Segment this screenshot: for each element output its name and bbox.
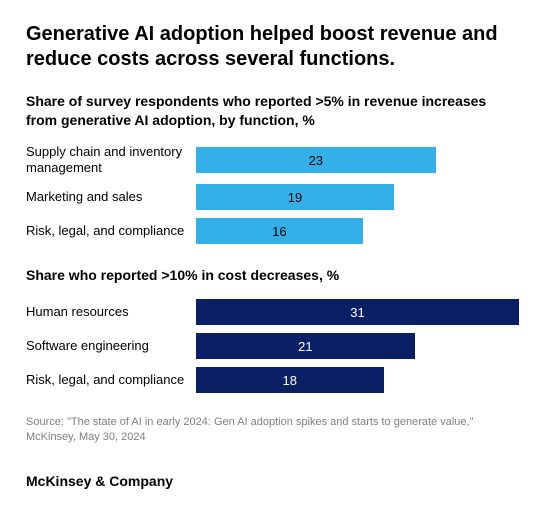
bar-row: Risk, legal, and compliance 16 <box>26 218 519 244</box>
brand-mark: McKinsey & Company <box>26 473 519 489</box>
bar-label: Supply chain and inventory management <box>26 144 196 177</box>
bar-track: 16 <box>196 218 519 244</box>
bar-label: Software engineering <box>26 338 196 354</box>
bar-row: Risk, legal, and compliance 18 <box>26 367 519 393</box>
source-note: Source: "The state of AI in early 2024: … <box>26 415 519 445</box>
bar-track: 31 <box>196 299 519 325</box>
section-heading: Share of survey respondents who reported… <box>26 92 519 130</box>
bar-fill: 16 <box>196 218 363 244</box>
section-cost: Share who reported >10% in cost decrease… <box>26 266 519 393</box>
bar-fill: 31 <box>196 299 519 325</box>
bar-fill: 19 <box>196 184 394 210</box>
bar-fill: 21 <box>196 333 415 359</box>
bar-track: 23 <box>196 147 519 173</box>
bar-track: 19 <box>196 184 519 210</box>
bar-label: Human resources <box>26 304 196 320</box>
page-title: Generative AI adoption helped boost reve… <box>26 22 519 72</box>
section-heading: Share who reported >10% in cost decrease… <box>26 266 519 285</box>
bar-label: Risk, legal, and compliance <box>26 372 196 388</box>
bar-label: Marketing and sales <box>26 189 196 205</box>
section-revenue: Share of survey respondents who reported… <box>26 92 519 244</box>
bar-group-cost: Human resources 31 Software engineering … <box>26 299 519 393</box>
bar-group-revenue: Supply chain and inventory management 23… <box>26 144 519 245</box>
bar-row: Human resources 31 <box>26 299 519 325</box>
bar-fill: 18 <box>196 367 384 393</box>
bar-row: Marketing and sales 19 <box>26 184 519 210</box>
bar-fill: 23 <box>196 147 436 173</box>
bar-track: 18 <box>196 367 519 393</box>
bar-label: Risk, legal, and compliance <box>26 223 196 239</box>
bar-track: 21 <box>196 333 519 359</box>
bar-row: Software engineering 21 <box>26 333 519 359</box>
bar-row: Supply chain and inventory management 23 <box>26 144 519 177</box>
